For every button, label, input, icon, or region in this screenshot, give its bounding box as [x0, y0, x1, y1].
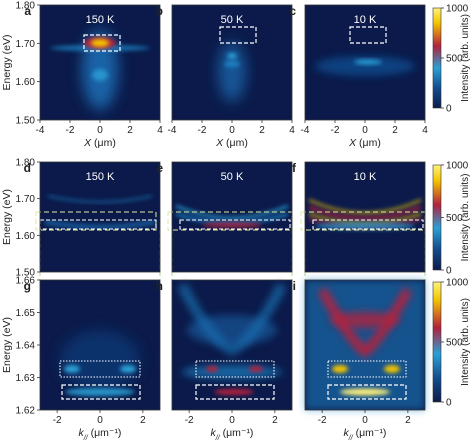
panel-letter-h: h	[156, 279, 163, 293]
x-tick-label: 0	[362, 125, 368, 136]
panel-f	[300, 162, 426, 272]
colorbar-label: Intensity (arb. units)	[460, 14, 471, 102]
x-tick-label: -2	[185, 415, 194, 426]
x-axis-label: k// (μm⁻¹)	[211, 427, 254, 442]
panel-letter-f: f	[292, 161, 297, 175]
colorbar-row3	[432, 281, 442, 403]
panel-temperature-e: 50 K	[221, 171, 244, 183]
colorbar-tick-label: 1000	[446, 278, 469, 289]
panel-h	[172, 280, 292, 410]
x-tick-label: 2	[392, 125, 398, 136]
y-tick-label: 1.80	[16, 1, 36, 12]
panel-temperature-c: 10 K	[354, 14, 377, 26]
y-tick-label: 1.64	[16, 341, 36, 352]
x-tick-label: 2	[272, 415, 278, 426]
x-tick-label: 0	[97, 125, 103, 136]
colorbar-tick-label: 1000	[446, 4, 469, 15]
x-axis-label: X (μm)	[83, 137, 116, 149]
x-tick-label: -2	[198, 125, 207, 136]
y-tick-label: 1.50	[16, 268, 36, 279]
colorbar-tick-label: 0	[446, 266, 452, 277]
x-tick-label: 2	[140, 415, 146, 426]
x-axis-label: k// (μm⁻¹)	[79, 427, 122, 442]
colorbar-label: Intensity (arb. units)	[460, 298, 471, 386]
colorbar-tick-label: 500	[446, 213, 463, 224]
colorbar-tick-label: 1000	[446, 161, 469, 172]
x-tick-label: -2	[318, 415, 327, 426]
panel-c	[305, 5, 425, 120]
y-tick-label: 1.80	[16, 158, 36, 169]
y-tick-label: 1.66	[16, 276, 36, 287]
y-tick-label: 1.60	[16, 231, 36, 242]
colorbar-label: Intensity (arb. units)	[460, 174, 471, 262]
panel-temperature-f: 10 K	[354, 171, 377, 183]
y-axis-label: Energy (eV)	[1, 317, 13, 373]
y-tick-label: 1.65	[16, 308, 36, 319]
x-axis-label: k// (μm⁻¹)	[344, 427, 387, 442]
colorbar-tick-label: 500	[446, 54, 463, 65]
x-axis-label: X (μm)	[348, 137, 381, 149]
panel-temperature-a: 150 K	[86, 14, 115, 26]
panel-letter-g: g	[24, 279, 31, 293]
y-tick-label: 1.70	[16, 39, 36, 50]
x-tick-label: 2	[259, 125, 265, 136]
x-tick-label: -4	[168, 125, 177, 136]
panel-letter-i: i	[293, 279, 296, 293]
y-tick-label: 1.62	[16, 406, 36, 417]
colorbar-row1	[432, 7, 442, 109]
panel-temperature-b: 50 K	[221, 14, 244, 26]
x-tick-label: 4	[422, 125, 428, 136]
y-axis-label: Energy (eV)	[1, 34, 13, 90]
panel-e	[167, 162, 293, 272]
panel-temperature-d: 150 K	[86, 171, 115, 183]
x-tick-label: 2	[405, 415, 411, 426]
x-tick-label: 0	[362, 415, 368, 426]
x-tick-label: 4	[157, 125, 163, 136]
x-axis-label: X (μm)	[215, 137, 248, 149]
panel-letter-e: e	[156, 161, 163, 175]
x-tick-label: -2	[66, 125, 75, 136]
x-tick-label: 0	[229, 415, 235, 426]
x-tick-label: 0	[97, 415, 103, 426]
panel-letter-b: b	[156, 4, 163, 18]
x-tick-label: -2	[53, 415, 62, 426]
panel-i	[305, 280, 425, 410]
y-tick-label: 1.70	[16, 194, 36, 205]
colorbar-tick-label: 500	[446, 338, 463, 349]
colorbar-tick-label: 0	[446, 398, 452, 409]
x-tick-label: -4	[36, 125, 45, 136]
panel-g	[40, 280, 160, 410]
y-tick-label: 1.63	[16, 373, 36, 384]
colorbar-row2	[432, 164, 442, 271]
panel-letter-d: d	[24, 161, 31, 175]
panel-a	[40, 5, 160, 120]
x-tick-label: -2	[331, 125, 340, 136]
panel-b	[172, 5, 292, 120]
y-axis-label: Energy (eV)	[1, 189, 13, 245]
panel-letter-a: a	[24, 4, 31, 18]
x-tick-label: 2	[127, 125, 133, 136]
x-tick-label: 0	[229, 125, 235, 136]
colorbar-tick-label: 0	[446, 104, 452, 115]
panel-letter-c: c	[289, 4, 296, 18]
x-tick-label: -4	[301, 125, 310, 136]
y-tick-label: 1.60	[16, 77, 36, 88]
y-tick-label: 1.50	[16, 116, 36, 127]
x-tick-label: 4	[289, 125, 295, 136]
panel-d	[35, 162, 160, 272]
